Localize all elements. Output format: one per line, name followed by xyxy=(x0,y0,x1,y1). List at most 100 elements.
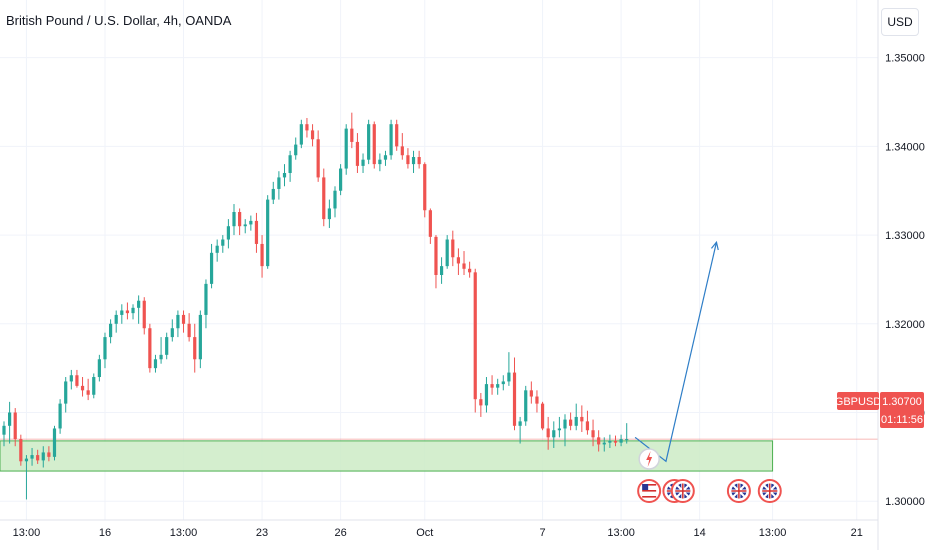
candle-body xyxy=(563,419,567,429)
candle xyxy=(344,124,348,175)
currency-button[interactable]: USD xyxy=(881,8,919,36)
candle-body xyxy=(2,425,6,435)
candle-body xyxy=(333,190,337,209)
candle xyxy=(47,446,51,462)
candle xyxy=(524,385,528,426)
candle xyxy=(254,212,259,253)
candle-body xyxy=(193,337,197,360)
candle-body xyxy=(518,421,522,426)
projection-layer xyxy=(634,240,719,463)
candle-body xyxy=(159,354,163,360)
candle xyxy=(277,171,281,200)
y-tick-label: 1.35000 xyxy=(885,53,925,65)
candle-body xyxy=(114,314,118,324)
candle xyxy=(97,354,101,382)
candle-body xyxy=(546,428,550,438)
candle xyxy=(479,392,483,417)
x-tick-label: 23 xyxy=(256,527,268,539)
candle xyxy=(400,133,404,160)
candle-body xyxy=(75,375,79,386)
candle xyxy=(625,423,629,444)
candle-body xyxy=(294,144,298,156)
candle xyxy=(574,403,578,431)
candle xyxy=(585,410,590,435)
candle xyxy=(64,377,68,413)
candle-body xyxy=(501,381,505,385)
candle-body xyxy=(507,372,511,382)
candle-body xyxy=(496,384,500,388)
candle xyxy=(557,416,561,438)
candle xyxy=(535,390,539,413)
candle-body xyxy=(266,199,270,267)
candle-body xyxy=(490,384,494,388)
candle-body xyxy=(316,139,320,178)
candle xyxy=(108,319,113,344)
symbol-tag-label: GBPUSD xyxy=(835,396,882,408)
candle-body xyxy=(580,416,584,422)
candle-body xyxy=(137,300,141,308)
candle-body xyxy=(383,155,388,160)
candle-body xyxy=(36,455,40,461)
us-flag-icon[interactable] xyxy=(637,479,662,503)
candle-body xyxy=(277,177,281,189)
candle xyxy=(434,235,438,289)
candle xyxy=(137,295,141,324)
candle-body xyxy=(153,359,158,369)
candle-body xyxy=(557,428,561,431)
candle xyxy=(131,304,135,320)
candle xyxy=(13,408,17,447)
candle-body xyxy=(552,430,556,438)
candle-body xyxy=(512,372,517,426)
candle xyxy=(602,437,606,452)
candle-body xyxy=(540,403,545,429)
candle xyxy=(619,434,623,447)
candle-body xyxy=(406,155,410,165)
candle-body xyxy=(451,239,455,258)
candle xyxy=(232,204,236,236)
candle xyxy=(496,378,500,395)
candle xyxy=(69,369,73,390)
candle-body xyxy=(209,252,214,284)
candle-body xyxy=(187,323,191,338)
candle-body xyxy=(125,310,130,314)
uk-flag-icon[interactable] xyxy=(670,479,695,503)
projection-path[interactable] xyxy=(634,242,718,463)
candle xyxy=(193,323,197,373)
price-tag-bg xyxy=(880,392,924,428)
candle-body xyxy=(52,428,57,457)
candle xyxy=(608,434,612,448)
uk-flag-icon[interactable] xyxy=(726,479,751,503)
candle xyxy=(249,215,253,231)
x-tick-label: 16 xyxy=(99,527,111,539)
candle-body xyxy=(305,124,309,131)
candle-body xyxy=(585,421,590,431)
lightning-icon[interactable] xyxy=(638,448,660,470)
candle-body xyxy=(299,124,303,145)
candle-body xyxy=(221,239,225,246)
uk-flag-icon[interactable] xyxy=(757,479,782,503)
candle-body xyxy=(372,124,376,165)
candle xyxy=(378,153,382,172)
candle-body xyxy=(131,307,135,314)
candle-body xyxy=(24,458,29,462)
candle-body xyxy=(47,452,51,457)
candle xyxy=(333,186,337,218)
candle-body xyxy=(108,323,113,338)
candle xyxy=(501,375,505,391)
candle-body xyxy=(327,208,331,220)
candle xyxy=(406,148,410,169)
candle xyxy=(417,150,421,169)
candle-body xyxy=(367,124,371,160)
candle-body xyxy=(445,239,449,267)
y-tick-label: 1.32000 xyxy=(885,319,925,331)
candle xyxy=(80,377,85,397)
candle-body xyxy=(339,168,343,191)
candle xyxy=(294,137,298,160)
candle-body xyxy=(58,403,62,429)
candle-body xyxy=(484,384,489,406)
candle xyxy=(316,130,320,182)
candle xyxy=(552,421,556,448)
